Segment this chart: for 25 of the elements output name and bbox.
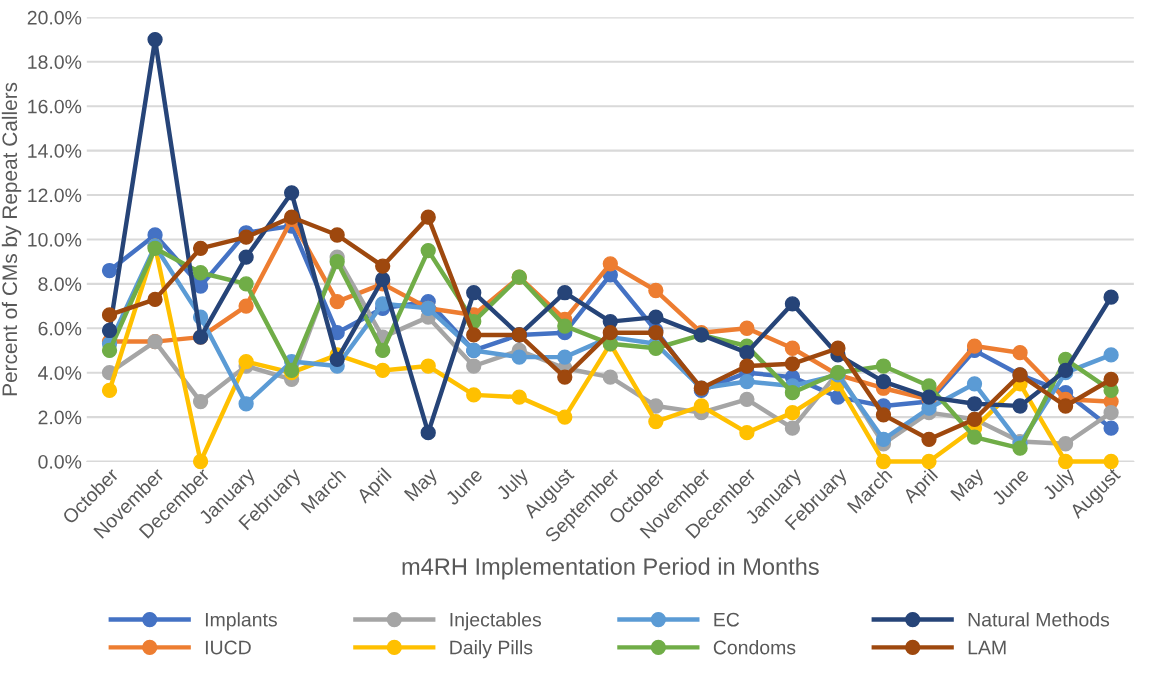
y-tick-label: 12.0% bbox=[28, 188, 82, 203]
legend-label: IUCD bbox=[205, 640, 251, 655]
x-tick-label: May bbox=[403, 466, 442, 505]
legend-label: EC bbox=[714, 612, 740, 627]
y-tick-label: 18.0% bbox=[28, 55, 82, 69]
legend-label: Implants bbox=[205, 612, 277, 631]
legend-label: Condoms bbox=[713, 640, 796, 655]
y-tick-label: 16.0% bbox=[28, 99, 82, 114]
legend-label: LAM bbox=[968, 640, 1006, 655]
legend-label: Natural Methods bbox=[968, 612, 1110, 627]
y-tick-label: 4.0% bbox=[38, 366, 82, 380]
y-axis-title: Percent of CMs by Repeat Callers bbox=[1, 82, 22, 396]
x-axis-title: m4RH Implementation Period in Months bbox=[402, 557, 819, 580]
y-tick-label: 20.0% bbox=[27, 10, 82, 25]
x-tick-label: July bbox=[495, 466, 533, 504]
x-tick-label: May bbox=[950, 466, 988, 505]
y-tick-label: 14.0% bbox=[28, 144, 82, 158]
y-tick-label: 10.0% bbox=[28, 232, 82, 247]
y-tick-label: 8.0% bbox=[38, 277, 82, 292]
legend-label: Injectables bbox=[450, 612, 542, 631]
y-tick-label: 6.0% bbox=[38, 321, 82, 336]
y-tick-label: 2.0% bbox=[38, 410, 82, 425]
y-tick-label: 0.0% bbox=[38, 454, 82, 469]
x-tick-label: July bbox=[1041, 466, 1079, 504]
legend-label: Daily Pills bbox=[450, 640, 533, 659]
